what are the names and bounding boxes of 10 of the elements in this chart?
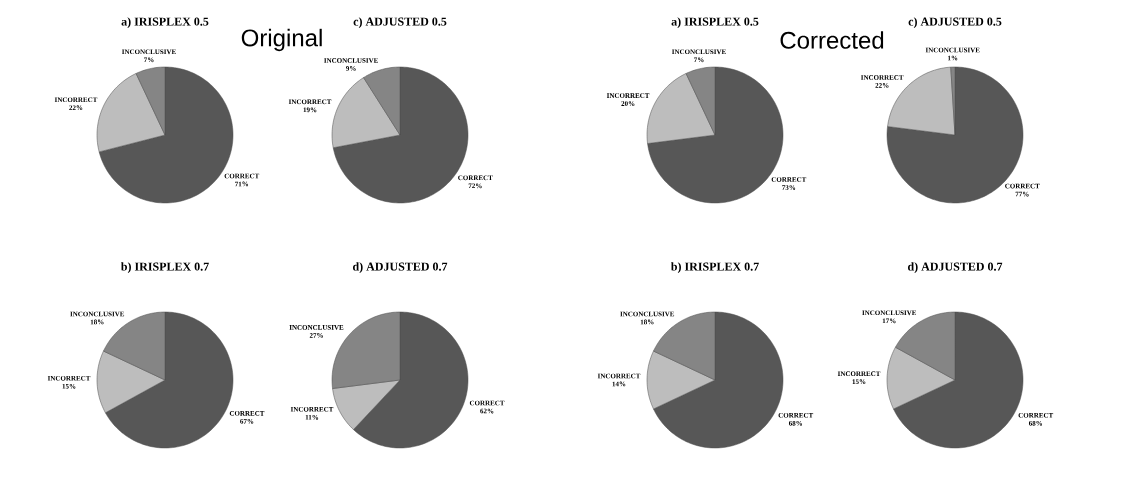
chart-title: b) IRISPLEX 0.7	[120, 262, 209, 274]
chart-title: a) IRISPLEX 0.5	[671, 17, 759, 29]
chart-title: c) ADJUSTED 0.5	[353, 17, 447, 29]
chart-title: a) IRISPLEX 0.5	[121, 17, 209, 29]
chart-title: d) ADJUSTED 0.7	[907, 262, 1003, 274]
chart-title: c) ADJUSTED 0.5	[908, 17, 1002, 29]
chart-title: d) ADJUSTED 0.7	[352, 262, 448, 274]
text: Corrected	[780, 31, 884, 49]
chart-title: b) IRISPLEX 0.7	[670, 262, 759, 274]
text: Original	[241, 28, 322, 52]
